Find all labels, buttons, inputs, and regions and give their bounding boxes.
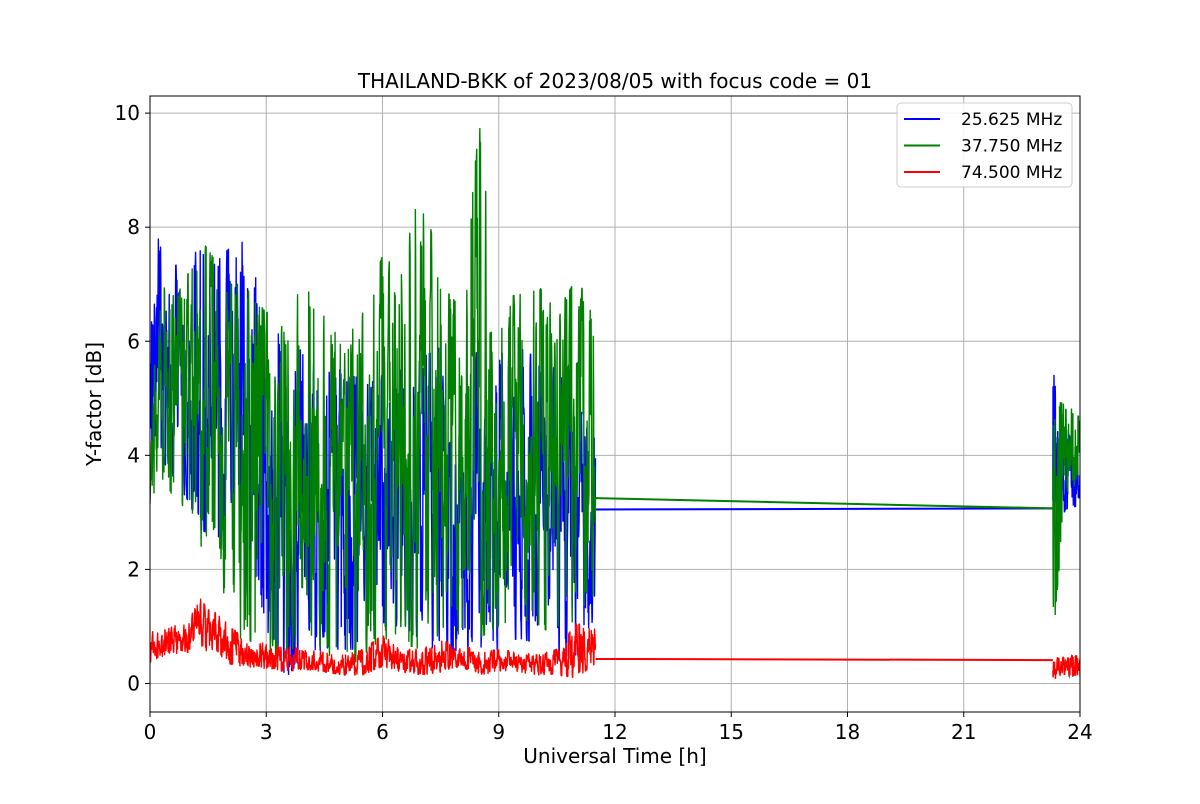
x-tick-label: 9 [492,720,505,744]
y-tick-label: 0 [127,671,140,695]
x-tick-label: 12 [602,720,627,744]
y-tick-label: 10 [115,101,140,125]
series-trace [150,598,597,678]
legend-label: 37.750 MHz [961,137,1062,157]
series-gap-line [595,657,1053,662]
y-tick-label: 6 [127,329,140,353]
x-axis: 0 3 6 9 12 15 18 21 24 [144,712,1093,744]
series-burst-trace [1052,653,1080,679]
series-trace [150,127,597,668]
series-2 [150,598,1080,679]
grid [149,96,1081,712]
y-tick-label: 8 [127,215,140,239]
series-gap-line [595,497,1053,510]
series-1 [150,127,1080,668]
legend-box [896,102,1073,188]
x-tick-label: 24 [1067,720,1092,744]
series-layer [150,127,1080,679]
y-axis-label: Y-factor [dB] [82,342,106,467]
x-tick-label: 21 [951,720,976,744]
x-axis-label: Universal Time [h] [523,744,706,768]
y-tick-label: 4 [127,443,140,467]
series-burst-trace [1052,402,1080,616]
legend-label: 74.500 MHz [961,163,1062,183]
y-tick-label: 2 [127,557,140,581]
x-tick-label: 6 [376,720,389,744]
legend: 25.625 MHz 37.750 MHz 74.500 MHz [896,102,1073,188]
x-tick-label: 18 [835,720,860,744]
x-tick-label: 3 [260,720,273,744]
legend-label: 25.625 MHz [961,110,1062,130]
x-tick-label: 15 [719,720,744,744]
x-tick-label: 0 [144,720,157,744]
chart-title: THAILAND-BKK of 2023/08/05 with focus co… [357,69,872,93]
y-axis: 0 2 4 6 8 10 [115,101,150,695]
series-gap-line [595,507,1053,511]
